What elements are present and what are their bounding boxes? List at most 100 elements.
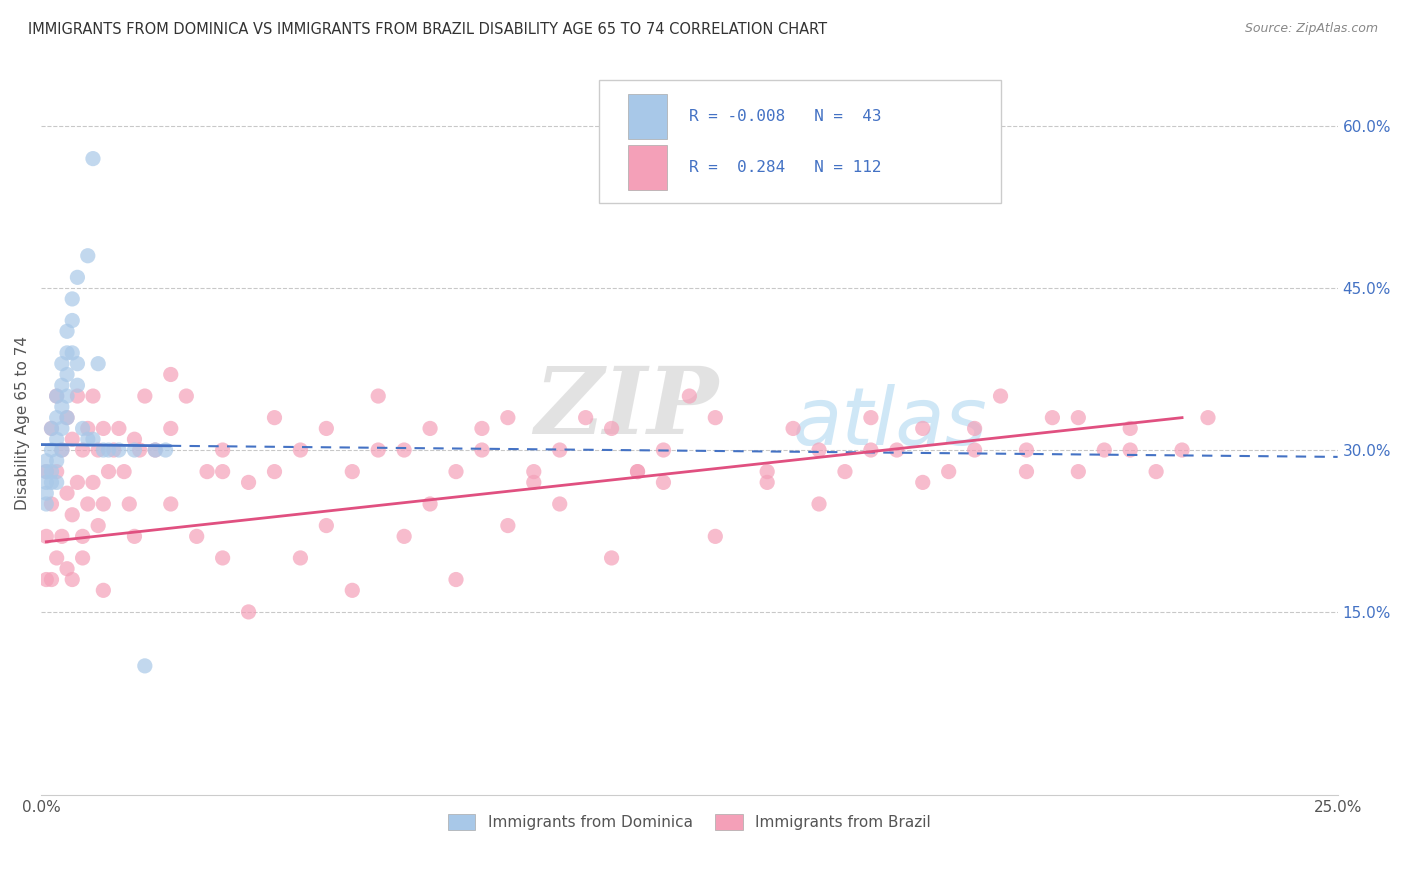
Text: ZIP: ZIP xyxy=(534,363,718,453)
Point xyxy=(290,551,312,566)
Point xyxy=(66,389,89,403)
Point xyxy=(51,529,73,543)
Point xyxy=(124,443,146,458)
Point xyxy=(41,573,63,587)
Point xyxy=(60,292,83,306)
Point xyxy=(41,443,63,458)
Point xyxy=(548,443,571,458)
Point xyxy=(704,529,727,543)
Point xyxy=(315,518,337,533)
Point xyxy=(523,465,546,479)
Point xyxy=(66,270,89,285)
Point xyxy=(211,443,233,458)
Point xyxy=(87,357,110,371)
Point xyxy=(626,465,648,479)
Point xyxy=(1067,465,1090,479)
Point xyxy=(176,389,198,403)
Point xyxy=(808,443,831,458)
Point xyxy=(45,475,67,490)
Point xyxy=(108,443,131,458)
Point xyxy=(51,357,73,371)
Point xyxy=(118,497,141,511)
Point xyxy=(41,497,63,511)
Point xyxy=(35,475,58,490)
Point xyxy=(56,562,79,576)
Point xyxy=(652,443,675,458)
Point xyxy=(419,497,441,511)
Point xyxy=(82,389,104,403)
Point xyxy=(1144,465,1167,479)
Point xyxy=(211,465,233,479)
Point xyxy=(56,346,79,360)
Point xyxy=(963,421,986,435)
Point xyxy=(143,443,166,458)
Point xyxy=(367,389,389,403)
Point xyxy=(51,400,73,414)
Point xyxy=(600,551,623,566)
Point xyxy=(211,551,233,566)
Point xyxy=(56,324,79,338)
Point xyxy=(35,465,58,479)
Point xyxy=(548,497,571,511)
Point xyxy=(35,454,58,468)
Point xyxy=(97,443,120,458)
Point xyxy=(87,518,110,533)
Point xyxy=(911,421,934,435)
Point xyxy=(72,551,94,566)
Point xyxy=(51,443,73,458)
Point xyxy=(1015,465,1038,479)
Point xyxy=(66,357,89,371)
Point xyxy=(108,421,131,435)
Point xyxy=(756,465,779,479)
Point xyxy=(45,389,67,403)
Point xyxy=(35,573,58,587)
Point xyxy=(45,410,67,425)
Y-axis label: Disability Age 65 to 74: Disability Age 65 to 74 xyxy=(15,336,30,510)
Point xyxy=(704,410,727,425)
Point xyxy=(41,421,63,435)
Point xyxy=(1015,443,1038,458)
Point xyxy=(45,432,67,446)
Point xyxy=(652,475,675,490)
Point xyxy=(45,465,67,479)
Point xyxy=(392,529,415,543)
Point xyxy=(51,443,73,458)
Point xyxy=(56,389,79,403)
Point xyxy=(56,410,79,425)
Point xyxy=(782,421,804,435)
Point xyxy=(315,421,337,435)
Point xyxy=(1042,410,1064,425)
Point xyxy=(128,443,150,458)
Point xyxy=(990,389,1012,403)
Point xyxy=(1197,410,1219,425)
Point xyxy=(143,443,166,458)
Point xyxy=(238,605,260,619)
Point xyxy=(112,465,135,479)
Point xyxy=(419,421,441,435)
FancyBboxPatch shape xyxy=(599,80,1001,203)
Point xyxy=(87,443,110,458)
Point xyxy=(834,465,856,479)
Point xyxy=(367,443,389,458)
Point xyxy=(471,421,494,435)
Point xyxy=(124,529,146,543)
Point xyxy=(155,443,177,458)
Point xyxy=(45,551,67,566)
Point xyxy=(195,465,218,479)
Point xyxy=(124,432,146,446)
Point xyxy=(45,454,67,468)
Point xyxy=(626,465,648,479)
Point xyxy=(93,443,115,458)
Point xyxy=(41,421,63,435)
Point xyxy=(45,389,67,403)
Point xyxy=(76,421,98,435)
Point xyxy=(60,432,83,446)
Point xyxy=(159,497,181,511)
Point xyxy=(35,497,58,511)
Point xyxy=(66,378,89,392)
Point xyxy=(76,497,98,511)
Point xyxy=(66,475,89,490)
Point xyxy=(41,465,63,479)
Point xyxy=(938,465,960,479)
Text: R = -0.008   N =  43: R = -0.008 N = 43 xyxy=(689,109,882,124)
